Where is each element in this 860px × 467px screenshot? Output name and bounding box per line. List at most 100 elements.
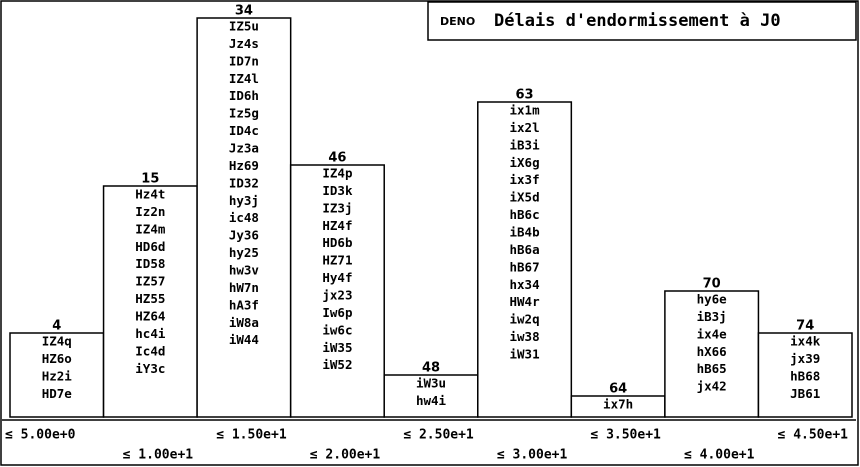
id-label: iw2q — [510, 312, 540, 327]
id-label: Jy36 — [229, 228, 259, 243]
id-label: iW31 — [510, 347, 540, 362]
id-label: HD7e — [42, 386, 73, 401]
id-label: hW7n — [229, 280, 259, 295]
id-label: iX6g — [510, 155, 540, 170]
id-label: ID7n — [229, 53, 259, 68]
id-label: hB68 — [790, 368, 820, 383]
id-label: HW4r — [510, 294, 541, 309]
id-label: iW3u — [416, 376, 446, 391]
id-label: IZ4q — [42, 334, 72, 349]
id-label: iB3j — [697, 309, 727, 324]
id-label: hB6c — [510, 207, 540, 222]
id-label: iW8a — [229, 315, 259, 330]
id-label: IZ4m — [135, 221, 166, 236]
id-label: hc4i — [135, 326, 166, 341]
cumulative-label: 48 — [422, 361, 440, 376]
cumulative-label: 15 — [141, 172, 159, 187]
id-label: IZ4l — [229, 71, 259, 86]
id-label: Hz2i — [42, 368, 73, 383]
id-label: hx34 — [510, 277, 540, 292]
bar — [289, 164, 385, 418]
x-tick-label: ≤ 4.00e+1 — [684, 448, 755, 463]
id-label: hX66 — [697, 344, 727, 359]
id-label: hw4i — [416, 393, 447, 408]
chart-title: Délais d'endormissement à J0 — [494, 11, 781, 31]
cumulative-label: 74 — [796, 319, 814, 334]
id-label: hB6a — [510, 242, 540, 257]
id-label: ix4e — [697, 326, 728, 341]
id-label: jx42 — [697, 379, 727, 394]
id-label: Iw6p — [322, 305, 352, 320]
id-label: IZ4p — [322, 166, 352, 181]
bar — [477, 101, 573, 418]
id-label: HZ55 — [135, 291, 165, 306]
cumulative-label: 46 — [328, 151, 346, 166]
cumulative-label: 34 — [235, 4, 253, 19]
id-label: HZ4f — [322, 218, 352, 233]
bar — [664, 290, 760, 418]
cumulative-label: 64 — [609, 382, 627, 397]
id-label: jx39 — [790, 351, 820, 366]
x-tick-label: ≤ 3.00e+1 — [497, 448, 568, 463]
x-tick-label: ≤ 1.50e+1 — [216, 428, 287, 443]
id-label: iw6c — [322, 322, 352, 337]
chart-subtitle: DENO — [440, 15, 475, 28]
id-label: iW52 — [322, 357, 352, 372]
id-label: iB3i — [510, 137, 541, 152]
id-label: IZ57 — [135, 274, 165, 289]
id-label: ic48 — [229, 210, 259, 225]
bar — [196, 17, 292, 418]
id-label: iW35 — [322, 340, 352, 355]
id-label: hA3f — [229, 297, 259, 312]
title-box — [427, 1, 857, 41]
id-label: ix1m — [510, 103, 541, 118]
id-label: Iz5g — [229, 106, 259, 121]
x-tick-label: ≤ 1.00e+1 — [123, 448, 194, 463]
id-label: Hz4t — [135, 187, 165, 202]
id-label: ID6h — [229, 88, 259, 103]
id-label: ix7h — [603, 397, 633, 412]
id-label: hy3j — [229, 193, 259, 208]
id-label: hB65 — [697, 361, 727, 376]
bar — [383, 374, 479, 418]
id-label: Ic4d — [135, 343, 165, 358]
id-label: hy25 — [229, 245, 259, 260]
id-label: ix4k — [790, 334, 821, 349]
x-tick-label: ≤ 4.50e+1 — [778, 428, 849, 443]
x-tick-label: ≤ 2.50e+1 — [403, 428, 474, 443]
id-label: ID4c — [229, 123, 259, 138]
id-label: jx23 — [322, 288, 352, 303]
id-label: IZ3j — [322, 200, 352, 215]
id-label: iX5d — [510, 190, 540, 205]
x-tick-label: ≤ 5.00e+0 — [5, 428, 76, 443]
id-label: HZ6o — [42, 351, 72, 366]
id-label: HD6b — [322, 235, 352, 250]
id-label: IZ5u — [229, 19, 259, 34]
id-label: Hy4f — [322, 270, 352, 285]
cumulative-label: 4 — [52, 319, 61, 334]
id-label: iB4b — [510, 225, 540, 240]
id-label: ix3f — [510, 172, 540, 187]
id-label: ix2l — [510, 120, 540, 135]
bar — [757, 332, 853, 418]
bar — [102, 185, 198, 418]
id-label: hw3v — [229, 263, 260, 278]
cumulative-label: 70 — [703, 277, 721, 292]
id-label: hy6e — [697, 292, 728, 307]
id-label: ID3k — [322, 183, 353, 198]
id-label: HZ71 — [322, 253, 352, 268]
id-label: iW44 — [229, 332, 259, 347]
id-label: Hz69 — [229, 158, 259, 173]
x-tick-label: ≤ 2.00e+1 — [310, 448, 381, 463]
id-label: Jz4s — [229, 36, 259, 51]
id-label: Jz3a — [229, 141, 259, 156]
id-label: iw38 — [510, 329, 540, 344]
id-label: ID58 — [135, 256, 165, 271]
x-tick-label: ≤ 3.50e+1 — [590, 428, 661, 443]
id-label: Iz2n — [135, 204, 165, 219]
id-label: HD6d — [135, 239, 165, 254]
id-label: iY3c — [135, 361, 165, 376]
id-label: hB67 — [510, 259, 540, 274]
